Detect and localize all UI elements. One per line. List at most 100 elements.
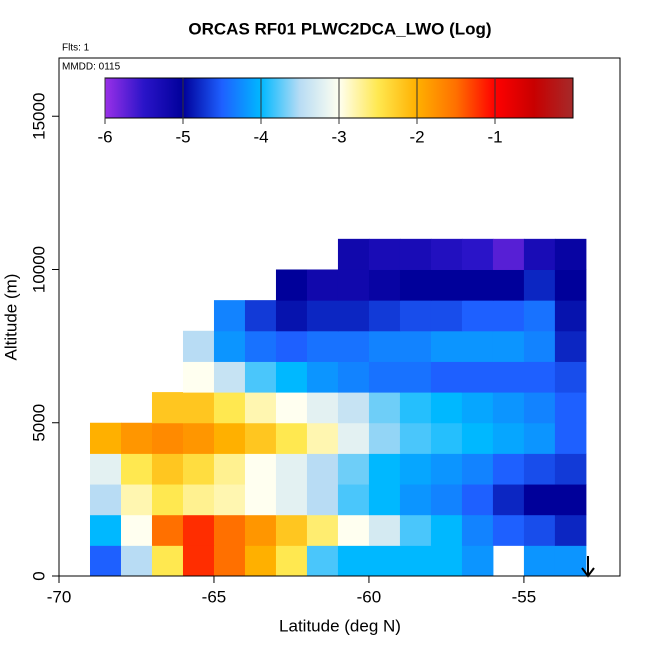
heatmap-cell bbox=[399, 422, 432, 454]
heatmap-cell bbox=[399, 361, 432, 393]
heatmap-cell bbox=[306, 300, 339, 332]
heatmap-cell bbox=[337, 361, 370, 393]
heatmap-cell bbox=[430, 514, 463, 546]
heatmap-cell bbox=[120, 545, 153, 577]
heatmap-cell bbox=[337, 422, 370, 454]
heatmap-cell bbox=[554, 484, 587, 516]
heatmap-cell bbox=[430, 330, 463, 362]
heatmap-cell bbox=[368, 392, 401, 424]
colorbar-tick-label: -4 bbox=[253, 127, 268, 146]
heatmap-cell bbox=[275, 514, 308, 546]
plot-frame bbox=[58, 57, 621, 577]
heatmap-cell bbox=[213, 330, 246, 362]
heatmap-cell bbox=[306, 545, 339, 577]
heatmap-cell bbox=[182, 330, 215, 362]
heatmap-cell bbox=[523, 514, 556, 546]
heatmap-cell bbox=[554, 238, 587, 270]
heatmap-cell bbox=[461, 392, 494, 424]
heatmap-cell bbox=[492, 453, 525, 485]
heatmap-cell bbox=[368, 422, 401, 454]
heatmap-cell bbox=[461, 545, 494, 577]
heatmap-cell bbox=[120, 453, 153, 485]
heatmap-cell bbox=[244, 330, 277, 362]
y-axis-label: Altitude (m) bbox=[1, 274, 20, 361]
heatmap-cell bbox=[430, 238, 463, 270]
heatmap-cell bbox=[523, 269, 556, 301]
heatmap-cell bbox=[306, 361, 339, 393]
heatmap-cell bbox=[399, 514, 432, 546]
heatmap-cell bbox=[492, 330, 525, 362]
heatmap-cell bbox=[275, 361, 308, 393]
heatmap-cell bbox=[213, 300, 246, 332]
heatmap-cell bbox=[337, 269, 370, 301]
heatmap-cell bbox=[554, 269, 587, 301]
heatmap-cell bbox=[182, 514, 215, 546]
heatmap-cell bbox=[492, 392, 525, 424]
heatmap-cell bbox=[213, 361, 246, 393]
heatmap-cell bbox=[182, 484, 215, 516]
y-tick-label: 15000 bbox=[29, 93, 48, 140]
heatmap-cell bbox=[523, 238, 556, 270]
colorbar-tick-label: -1 bbox=[487, 127, 502, 146]
heatmap-cell bbox=[399, 392, 432, 424]
heatmap-cell bbox=[430, 300, 463, 332]
x-tick-label: -70 bbox=[47, 587, 72, 606]
heatmap-cell bbox=[492, 361, 525, 393]
heatmap-cell bbox=[337, 514, 370, 546]
heatmap-cell bbox=[337, 238, 370, 270]
heatmap-cell bbox=[430, 422, 463, 454]
heatmap-cell bbox=[244, 361, 277, 393]
heatmap-cell bbox=[275, 484, 308, 516]
heatmap-cell bbox=[554, 361, 587, 393]
heatmap-cell bbox=[213, 484, 246, 516]
heatmap-cell bbox=[151, 422, 184, 454]
heatmap-cell bbox=[368, 514, 401, 546]
heatmap-cell bbox=[337, 545, 370, 577]
chart-title: ORCAS RF01 PLWC2DCA_LWO (Log) bbox=[188, 19, 491, 38]
colorbar-tick-label: -6 bbox=[97, 127, 112, 146]
heatmap-cell bbox=[523, 300, 556, 332]
heatmap-cell bbox=[151, 514, 184, 546]
heatmap-cell bbox=[554, 300, 587, 332]
heatmap-cell bbox=[461, 422, 494, 454]
heatmap-cell bbox=[399, 300, 432, 332]
x-tick-label: -55 bbox=[512, 587, 537, 606]
heatmap-cell bbox=[461, 269, 494, 301]
heatmap-cell bbox=[492, 422, 525, 454]
x-tick-label: -65 bbox=[202, 587, 227, 606]
heatmap-cell bbox=[399, 545, 432, 577]
heatmap-cell bbox=[89, 453, 122, 485]
heatmap-cell bbox=[368, 238, 401, 270]
heatmap-cell bbox=[275, 392, 308, 424]
heatmap-cell bbox=[523, 484, 556, 516]
heatmap-cell bbox=[213, 392, 246, 424]
heatmap-cell bbox=[337, 300, 370, 332]
heatmap-cell bbox=[89, 484, 122, 516]
heatmap bbox=[89, 238, 587, 577]
heatmap-cell bbox=[368, 300, 401, 332]
heatmap-cell bbox=[306, 330, 339, 362]
heatmap-cell bbox=[306, 422, 339, 454]
heatmap-cell bbox=[244, 453, 277, 485]
heatmap-cell bbox=[461, 453, 494, 485]
heatmap-cell bbox=[554, 514, 587, 546]
annotation: MMDD: 0115 bbox=[62, 62, 121, 73]
heatmap-cell bbox=[492, 238, 525, 270]
heatmap-cell bbox=[523, 453, 556, 485]
heatmap-cell bbox=[368, 361, 401, 393]
heatmap-cell bbox=[182, 361, 215, 393]
heatmap-cell bbox=[554, 545, 587, 577]
heatmap-cell bbox=[151, 545, 184, 577]
heatmap-cell bbox=[151, 392, 184, 424]
heatmap-cell bbox=[275, 453, 308, 485]
heatmap-cell bbox=[523, 361, 556, 393]
heatmap-cell bbox=[213, 453, 246, 485]
heatmap-cell bbox=[492, 269, 525, 301]
heatmap-cell bbox=[461, 361, 494, 393]
y-tick-label: 5000 bbox=[29, 404, 48, 442]
colorbar-tick-label: -2 bbox=[409, 127, 424, 146]
heatmap-cell bbox=[554, 453, 587, 485]
colorbar-tick-label: -3 bbox=[331, 127, 346, 146]
heatmap-cell bbox=[213, 422, 246, 454]
heatmap-cell bbox=[523, 330, 556, 362]
